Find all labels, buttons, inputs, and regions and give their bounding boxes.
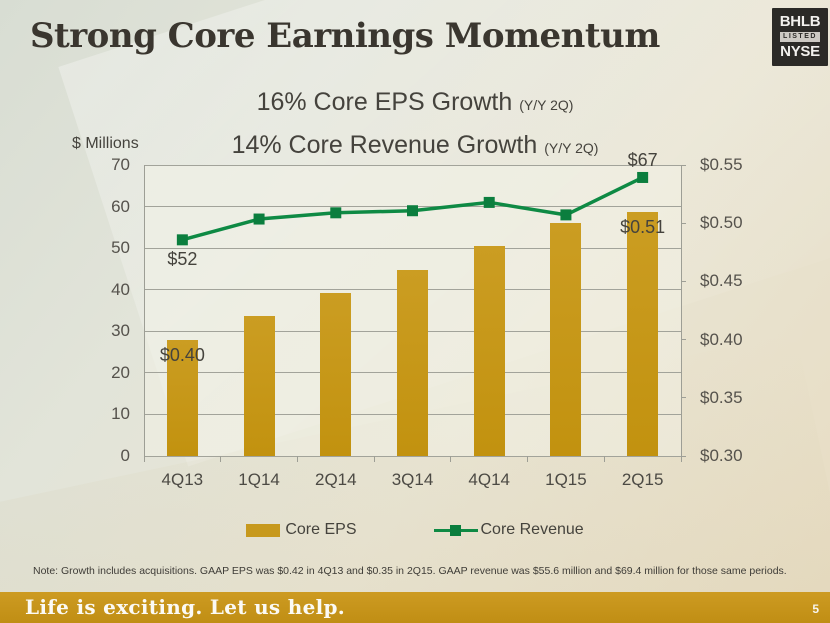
bar-2Q14 xyxy=(320,293,352,456)
left-axis-tick-label: 30 xyxy=(111,321,130,341)
right-axis-line xyxy=(681,165,682,456)
x-axis-tick xyxy=(680,456,682,462)
left-axis-tick-label: 40 xyxy=(111,279,130,299)
right-axis-tick-label: $0.35 xyxy=(700,387,743,407)
left-axis-tick-label: 10 xyxy=(111,404,130,424)
data-label: $0.40 xyxy=(159,344,205,365)
left-axis-tick-label: 0 xyxy=(120,446,130,465)
gridline xyxy=(144,455,681,457)
subtitle-eps-growth-period: (Y/Y 2Q) xyxy=(519,97,574,113)
footnote: Note: Growth includes acquisitions. GAAP… xyxy=(33,565,787,577)
legend-label: Core EPS xyxy=(285,521,357,538)
x-axis-tick xyxy=(373,456,375,462)
core-revenue-line-marker-icon xyxy=(434,524,479,537)
footer-tagline: Life is exciting. Let us help. xyxy=(25,595,346,619)
bhlb-nyse-listed-logo: BHLB LISTED NYSE xyxy=(772,8,828,66)
right-axis-tick xyxy=(681,164,686,166)
data-label: $52 xyxy=(167,248,198,269)
bar-1Q15 xyxy=(550,223,582,456)
x-axis-tick xyxy=(527,456,529,462)
data-label: $67 xyxy=(627,150,658,171)
left-axis-tick-label: 20 xyxy=(111,362,130,382)
x-axis-label: 1Q15 xyxy=(545,470,587,489)
logo-ticker: BHLB xyxy=(779,13,821,30)
gridline xyxy=(144,247,681,249)
x-axis-label: 2Q15 xyxy=(621,470,664,489)
x-axis-tick xyxy=(450,456,452,462)
bar-3Q14 xyxy=(397,269,428,456)
gridline xyxy=(144,164,681,166)
left-axis-line xyxy=(144,165,145,462)
right-axis-tick-label: $0.50 xyxy=(700,213,743,233)
left-axis-tick-label: 50 xyxy=(111,238,130,258)
right-axis-tick xyxy=(681,280,686,282)
footer-bar: Life is exciting. Let us help. 5 xyxy=(0,592,830,623)
subtitle-revenue-growth-period: (Y/Y 2Q) xyxy=(544,140,599,156)
legend-item-core-eps: Core EPS xyxy=(246,521,356,539)
right-axis-tick xyxy=(681,455,686,457)
bar-4Q14 xyxy=(473,246,505,456)
x-axis-tick xyxy=(220,456,222,462)
right-axis-tick xyxy=(681,339,686,341)
legend-item-core-revenue: Core Revenue xyxy=(434,521,584,539)
gridline xyxy=(144,206,681,208)
subtitle-revenue-growth: 14% Core Revenue Growth (Y/Y 2Q) xyxy=(231,131,599,159)
logo-listed-badge: LISTED xyxy=(780,32,820,42)
x-axis-label: 4Q13 xyxy=(161,470,204,489)
data-label: $0.51 xyxy=(620,216,666,237)
right-axis-tick-label: $0.45 xyxy=(700,271,743,291)
x-axis-tick xyxy=(143,456,145,462)
x-axis-label: 1Q14 xyxy=(238,470,280,489)
legend-label: Core Revenue xyxy=(480,521,584,538)
x-axis-tick xyxy=(603,456,605,462)
right-axis-tick-label: $0.40 xyxy=(700,329,743,349)
right-axis-tick-label: $0.30 xyxy=(700,446,743,465)
bar-2Q15 xyxy=(627,211,659,456)
left-axis-tick-label: 70 xyxy=(111,155,130,174)
page-number: 5 xyxy=(812,602,819,616)
x-axis-label: 4Q14 xyxy=(468,470,510,489)
bar-4Q13 xyxy=(166,339,198,456)
right-axis-tick xyxy=(681,397,686,399)
logo-exchange: NYSE xyxy=(780,43,820,60)
left-axis-unit-label: $ Millions xyxy=(72,135,139,152)
left-axis-tick-label: 60 xyxy=(111,196,130,216)
subtitle-eps-growth: 16% Core EPS Growth (Y/Y 2Q) xyxy=(256,88,574,116)
right-axis-tick-label: $0.55 xyxy=(700,155,743,174)
core-eps-swatch-icon xyxy=(246,523,281,537)
page-title: Strong Core Earnings Momentum xyxy=(30,16,660,56)
right-axis-tick xyxy=(681,222,686,224)
bar-1Q14 xyxy=(243,316,275,456)
x-axis-tick xyxy=(296,456,298,462)
x-axis-label: 3Q14 xyxy=(391,470,434,489)
chart-legend: Core EPS Core Revenue xyxy=(0,521,830,539)
x-axis-label: 2Q14 xyxy=(314,470,357,489)
